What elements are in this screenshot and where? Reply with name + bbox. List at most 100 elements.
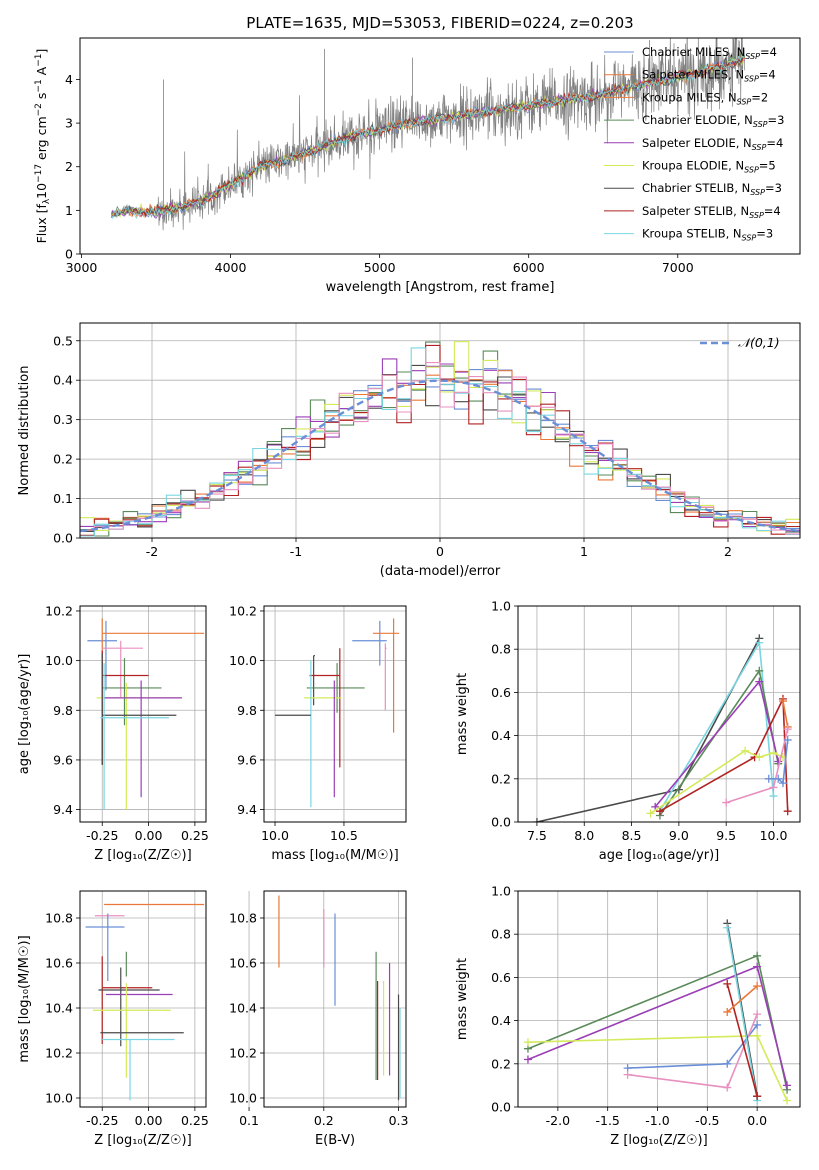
weight-marker [783, 725, 792, 734]
x-tick-label: 5000 [364, 260, 396, 275]
y-label-part: −2 [34, 103, 44, 116]
x-tick-label: 8.5 [622, 828, 642, 843]
model-spectrum [111, 54, 746, 219]
y-tick-label: 0.0 [491, 815, 511, 830]
y-tick-label: 0.3 [53, 412, 73, 427]
axes-frame [79, 37, 801, 255]
weight-marker [646, 809, 655, 818]
weight-marker [778, 779, 787, 788]
y-tick-label: 0.4 [491, 1013, 511, 1028]
legend-label: Chabrier MILES, NSSP=4 [642, 45, 777, 61]
y-label-part: erg cm [34, 116, 49, 164]
weight-marker [753, 1010, 762, 1019]
axes-mass_vs_Z: -0.25 0.00 0.25 10.0 10.2 10.4 10.6 10.8 Z [log₁… [17, 890, 209, 1148]
weight-marker [532, 818, 541, 822]
y-axis-label: mass weight [455, 958, 470, 1040]
legend-tail: =4 [760, 45, 777, 59]
y-label-part: 10 [34, 183, 49, 199]
x-tick-label: 4000 [215, 260, 247, 275]
legend-label: Kroupa MILES, NSSP=2 [642, 90, 768, 106]
y-label-part: λ [42, 198, 52, 204]
x-tick-label: 10.5 [330, 828, 358, 843]
legend-tail: =2 [751, 90, 768, 104]
x-axis-label: E(B-V) [315, 1133, 355, 1148]
y-tick-label: 10.2 [45, 603, 73, 618]
y-tick-label: 0.2 [491, 771, 511, 786]
figure-title: PLATE=1635, MJD=53053, FIBERID=0224, z=0… [246, 14, 633, 32]
x-tick-label: 7000 [662, 260, 694, 275]
weight-line [768, 739, 789, 785]
y-tick-label: 10.0 [229, 1091, 257, 1106]
axes-spectrum: 3000 4000 5000 6000 7000 0 1 2 3 4 wavelength [Ang… [34, 37, 801, 295]
legend-label: 𝒩(0,1) [738, 335, 780, 350]
weight-marker [769, 748, 778, 757]
legend-label: Salpeter MILES, NSSP=4 [642, 68, 776, 84]
legend-text: Chabrier MILES, N [642, 45, 745, 59]
y-tick-label: 0.6 [491, 685, 511, 700]
x-tick-label: 6000 [513, 260, 545, 275]
x-tick-label: 3000 [66, 260, 98, 275]
axes-weight_vs_age: 7.5 8.0 8.5 9.0 9.5 10.0 0.0 0.2 0.4 0.6 0.8 1.0 age… [455, 599, 801, 863]
y-label-part: −17 [34, 164, 44, 183]
axes-frame [517, 890, 801, 1108]
y-label-part: −1 [34, 79, 44, 92]
plot-area [85, 903, 205, 1101]
y-label-part: A [34, 66, 49, 79]
weight-marker [741, 746, 750, 755]
weight-marker [783, 1096, 792, 1105]
weight-marker [769, 792, 778, 801]
x-tick-label: -0.25 [86, 828, 118, 843]
legend-tail: =4 [759, 68, 776, 82]
y-tick-label: 9.8 [53, 703, 73, 718]
axes-frame [263, 605, 407, 823]
y-tick-label: 4 [65, 72, 73, 87]
legend-text: Kroupa STELIB, N [642, 227, 742, 241]
weight-line [726, 983, 758, 1097]
y-tick-label: 10.2 [229, 603, 257, 618]
y-tick-label: 0.0 [491, 1100, 511, 1115]
plot-area [110, 38, 746, 231]
y-tick-label: 10.0 [45, 653, 73, 668]
model-spectrum [110, 53, 746, 220]
x-tick-label: -1.5 [595, 1113, 619, 1128]
weight-marker [764, 774, 773, 783]
plot-area [275, 618, 400, 808]
y-axis-label: Normed distribution [17, 366, 32, 496]
x-tick-label: 0.0 [747, 1113, 767, 1128]
axes-age_vs_Z: -0.25 0.00 0.25 9.4 9.6 9.8 10.0 10.2 Z [log₁₀(Z… [17, 603, 209, 863]
x-axis-label: Z [log₁₀(Z/Z☉)] [94, 1133, 191, 1148]
legend-sub: SSP [742, 234, 757, 243]
weight-marker [783, 807, 792, 816]
weight-line [726, 985, 758, 1013]
x-tick-label: -2 [146, 544, 158, 559]
legend-tail: =5 [759, 159, 776, 173]
axes-age_vs_mass: 10.0 10.5 9.4 9.6 9.8 10.0 10.2 mass [log₁₀(M/M… [229, 603, 407, 863]
plot-area [278, 895, 401, 1101]
y-tick-label: 9.4 [237, 802, 257, 817]
y-tick-label: 1.0 [491, 599, 511, 614]
legend-sub: SSP [752, 143, 767, 152]
weight-line [650, 749, 784, 815]
legend-tail: =3 [765, 181, 782, 195]
legend-text: Kroupa ELODIE, N [642, 159, 744, 173]
legend-text: Salpeter STELIB, N [642, 204, 749, 218]
weight-line [659, 640, 775, 812]
legend-tail: =4 [764, 204, 781, 218]
y-tick-label: 0.8 [491, 927, 511, 942]
x-axis-label: Z [log₁₀(Z/Z☉)] [94, 848, 191, 863]
legend-label: Salpeter STELIB, NSSP=4 [642, 204, 781, 220]
legend-text: Chabrier STELIB, N [642, 181, 750, 195]
weight-marker [755, 753, 764, 762]
gaussian-curve [80, 379, 800, 533]
y-tick-label: 0.6 [491, 970, 511, 985]
x-tick-label: 0 [436, 544, 444, 559]
x-axis-label: Z [log₁₀(Z/Z☉)] [610, 1133, 707, 1148]
weight-marker [783, 1081, 792, 1090]
x-tick-label: -0.5 [695, 1113, 719, 1128]
axes-frame [79, 890, 207, 1108]
weight-marker [723, 979, 732, 988]
legend-label: Chabrier ELODIE, NSSP=3 [642, 113, 784, 129]
weight-marker [623, 1070, 632, 1079]
x-tick-label: 2 [724, 544, 732, 559]
x-tick-label: 0.3 [389, 1113, 409, 1128]
